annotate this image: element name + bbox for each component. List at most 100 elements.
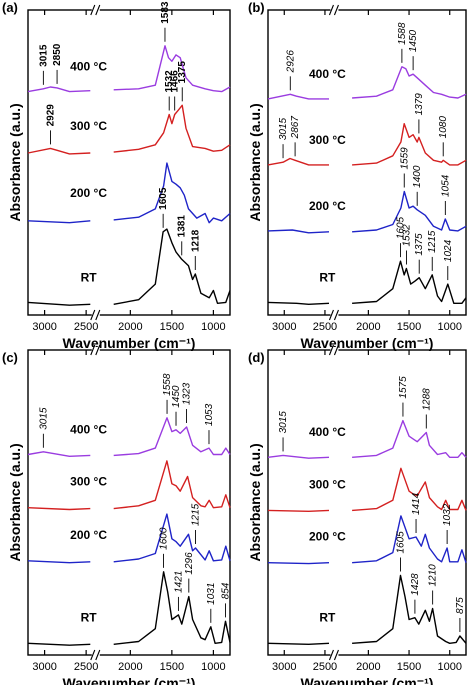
peak-label: 1381	[177, 215, 188, 238]
series-line-RT	[27, 301, 91, 306]
series-line-200	[113, 162, 231, 224]
series-label: 300 °C	[70, 475, 107, 489]
peak-label: 1428	[410, 573, 421, 596]
plot-frame	[27, 349, 231, 656]
x-tick-label: 1500	[397, 661, 421, 673]
peak-label: 1080	[438, 116, 449, 139]
series-line-400	[352, 66, 467, 99]
peak-label: 1450	[408, 29, 419, 52]
peak-label: 1605	[158, 187, 169, 210]
series-label: 400 °C	[70, 422, 107, 436]
x-tick-label: 2500	[74, 321, 98, 333]
panel-label: (c)	[2, 350, 18, 365]
series-line-300	[352, 467, 467, 512]
axis-break-mark	[328, 4, 334, 16]
peak-label: 1375	[414, 233, 425, 256]
peak-label: 875	[455, 597, 466, 614]
series-line-300	[267, 509, 330, 512]
plot-frame	[267, 349, 467, 656]
axis-break-mask	[91, 312, 100, 318]
panel-c: 3000 2500 2000 1500 1000 Wavenumber (cm⁻¹) Abs…	[2, 344, 232, 690]
x-tick-label: 2500	[313, 321, 337, 333]
series-label: 300 °C	[70, 119, 107, 133]
x-axis-label: Wavenumber (cm⁻¹)	[301, 335, 434, 351]
axis-break-mark	[333, 649, 339, 661]
peak-label: 1210	[428, 564, 439, 587]
series-line-300	[113, 104, 231, 153]
x-tick-label: 1000	[437, 661, 461, 673]
x-tick-label: 1500	[160, 661, 184, 673]
series-label: 200 °C	[309, 530, 346, 544]
x-tick-label: 2000	[118, 661, 142, 673]
series-line-400	[113, 45, 231, 93]
axis-break-mark	[328, 309, 334, 321]
x-axis-label: Wavenumber (cm⁻¹)	[63, 675, 196, 685]
series-line-RT	[267, 301, 330, 305]
peak-label: 1032	[442, 503, 453, 526]
peak-label: 1600	[159, 527, 170, 550]
peak-label: 1054	[440, 174, 451, 197]
peak-label: 1414	[411, 492, 422, 515]
x-tick-label: 1000	[201, 321, 225, 333]
axis-break-mark	[328, 649, 334, 661]
peak-label: 1558	[162, 373, 173, 396]
series-line-400	[27, 451, 91, 457]
series-label: 400 °C	[70, 60, 107, 74]
x-tick-label: 3000	[32, 321, 56, 333]
series-line-200	[267, 229, 330, 234]
series-label: 300 °C	[309, 133, 346, 147]
series-line-400	[267, 454, 330, 459]
peak-label: 1215	[191, 503, 202, 526]
series-label: RT	[319, 270, 336, 284]
axis-break-mark	[95, 4, 101, 16]
series-line-400	[267, 93, 329, 100]
axis-break-mark	[95, 309, 101, 321]
series-line-200	[113, 513, 231, 563]
x-tick-label: 2500	[74, 661, 98, 673]
series-label: 200 °C	[309, 199, 346, 213]
x-tick-label: 1000	[437, 321, 461, 333]
x-tick-label: 1500	[160, 321, 184, 333]
peak-label: 1583	[160, 1, 171, 24]
x-tick-label: 1000	[201, 661, 225, 673]
axis-break-mark	[333, 4, 339, 16]
x-tick-label: 3000	[272, 321, 296, 333]
series-line-200	[352, 515, 467, 564]
plot-frame	[27, 9, 231, 316]
series-line-RT	[113, 228, 231, 305]
peak-label: 2926	[285, 50, 296, 74]
series-label: 300 °C	[309, 477, 346, 491]
peak-label: 3015	[38, 44, 49, 67]
x-tick-label: 2500	[313, 661, 337, 673]
x-axis-label: Wavenumber (cm⁻¹)	[301, 675, 434, 685]
peak-label: 1400	[412, 165, 423, 188]
axis-break-mask	[91, 7, 100, 13]
peak-label: 1053	[204, 403, 215, 426]
axis-break-mask	[330, 347, 339, 353]
series-line-RT	[267, 642, 330, 645]
axis-break-mask	[330, 312, 339, 318]
x-tick-label: 2000	[118, 321, 142, 333]
y-axis-label: Absorbance (a.u.)	[247, 103, 263, 221]
peak-label: 1031	[206, 583, 217, 605]
series-label: 200 °C	[70, 528, 107, 542]
series-line-300	[267, 157, 329, 166]
series-line-400	[352, 419, 467, 458]
x-tick-label: 2000	[356, 321, 380, 333]
series-line-300	[27, 507, 91, 511]
series-line-200	[352, 190, 467, 233]
peak-label: 1379	[414, 93, 425, 116]
axis-break-mark	[90, 4, 96, 16]
axis-break-mark	[333, 344, 339, 356]
series-line-200	[27, 220, 91, 224]
peak-label: 1215	[427, 230, 438, 253]
peak-label: 1605	[396, 531, 407, 554]
panel-label: (b)	[248, 0, 265, 15]
peak-label: 1532	[164, 70, 175, 93]
peak-label: 2850	[52, 43, 63, 66]
series-line-200	[27, 560, 91, 564]
series-label: RT	[319, 610, 336, 624]
